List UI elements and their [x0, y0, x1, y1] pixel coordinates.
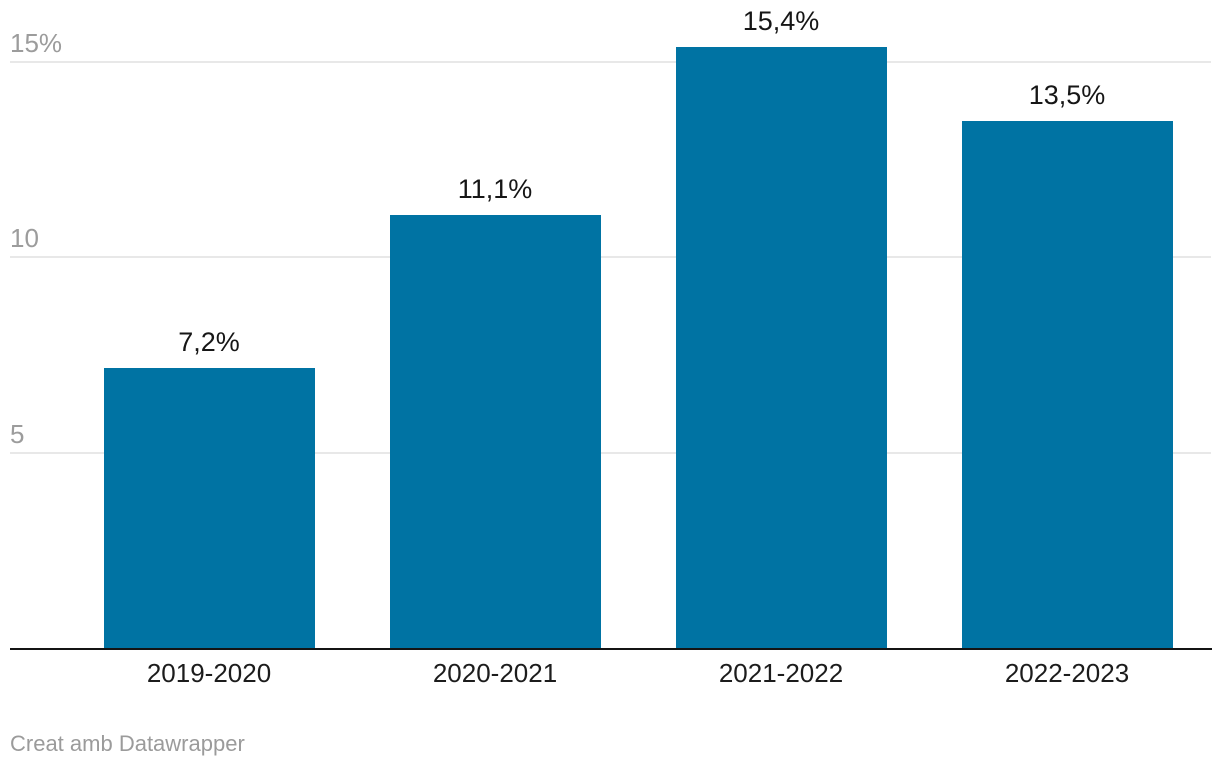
bar-2022-2023[interactable] [961, 121, 1173, 649]
y-axis-tick-label: 10 [10, 223, 39, 254]
x-axis-category-label: 2022-2023 [1004, 658, 1130, 688]
bar-2019-2020[interactable] [103, 367, 315, 649]
x-axis-category-label: 2020-2021 [432, 658, 558, 688]
gridline-y10 [10, 256, 1211, 259]
bar-value-label: 13,5% [1028, 80, 1106, 111]
plot-area: 5 10 15% 7,2% 11,1% 15,4% 13,5% [10, 5, 1212, 650]
bar-value-label: 15,4% [742, 5, 820, 36]
y-axis-tick-label: 5 [10, 418, 25, 449]
bar-2020-2021[interactable] [389, 215, 601, 649]
bar-2021-2022[interactable] [675, 46, 887, 649]
gridline-y15 [10, 60, 1211, 63]
x-axis-category-label: 2019-2020 [146, 658, 272, 688]
x-axis: 2019-2020 2020-2021 2021-2022 2022-2023 [0, 660, 1220, 692]
gridline-y5 [10, 451, 1211, 454]
bar-value-label: 7,2% [178, 326, 240, 357]
datawrapper-attribution[interactable]: Creat amb Datawrapper [10, 731, 245, 756]
bar-value-label: 11,1% [457, 174, 533, 205]
x-axis-category-label: 2021-2022 [718, 658, 844, 688]
x-axis-baseline [10, 648, 1212, 650]
y-axis-tick-label: 15% [10, 27, 63, 58]
